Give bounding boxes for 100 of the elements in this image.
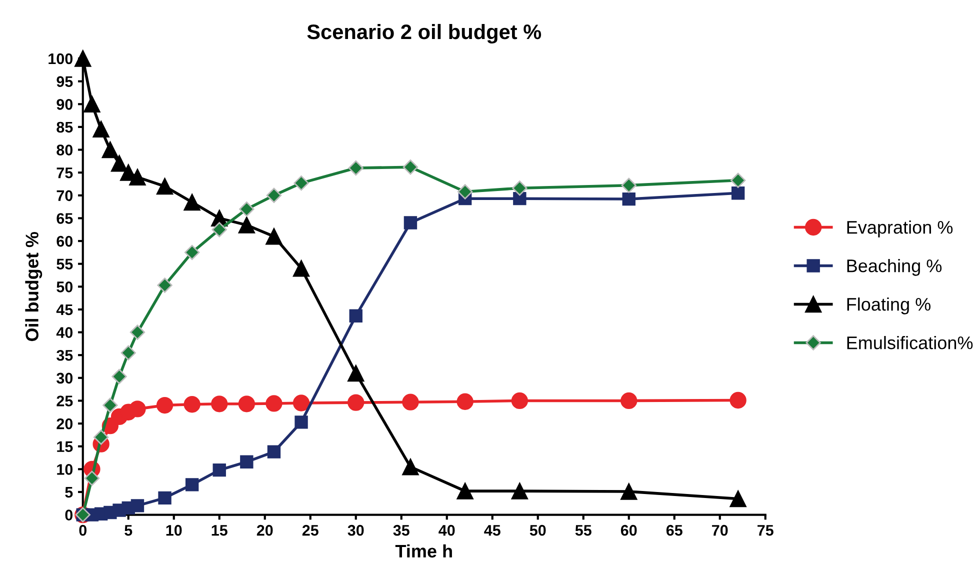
- x-axis-title: Time h: [395, 544, 452, 558]
- y-tick-label: 60: [56, 236, 73, 247]
- point: [120, 345, 136, 360]
- point: [112, 368, 127, 384]
- x-tick-label: 65: [666, 524, 682, 536]
- point: [402, 458, 419, 476]
- point: [156, 178, 174, 195]
- point: [348, 365, 364, 382]
- point: [92, 120, 110, 138]
- y-tick-label: 20: [56, 418, 73, 430]
- x-tick-label: 70: [712, 524, 728, 536]
- x-tick-label: 30: [348, 524, 364, 536]
- point: [730, 392, 746, 409]
- point: [157, 278, 172, 293]
- y-tick-label: 45: [56, 304, 73, 316]
- y-tick-label: 35: [56, 350, 73, 361]
- point: [620, 392, 638, 410]
- point: [266, 395, 282, 412]
- y-axis-title: Oil budget %: [25, 232, 42, 342]
- point: [184, 396, 200, 413]
- point: [404, 216, 418, 230]
- point: [456, 482, 474, 500]
- x-tick-label: 60: [620, 524, 637, 536]
- point: [84, 470, 100, 486]
- point: [238, 216, 256, 234]
- point: [239, 202, 254, 217]
- point: [156, 396, 174, 414]
- y-tick-label: 70: [56, 190, 73, 202]
- point: [185, 478, 199, 492]
- y-tick-label: 25: [56, 396, 73, 406]
- x-tick-label: 75: [758, 525, 774, 536]
- y-tick-label: 50: [56, 282, 73, 292]
- point: [402, 394, 419, 410]
- point: [266, 188, 282, 203]
- point: [622, 192, 636, 206]
- x-tick-label: 0: [79, 524, 86, 536]
- point: [349, 309, 362, 322]
- point: [456, 393, 474, 410]
- chart-title: Scenario 2 oil budget %: [307, 24, 542, 44]
- point: [511, 482, 528, 500]
- point: [511, 392, 528, 410]
- point: [348, 160, 364, 176]
- point: [731, 186, 745, 200]
- point: [158, 491, 172, 505]
- x-tick-label: 5: [124, 525, 132, 536]
- point: [292, 260, 310, 277]
- y-tick-label: 65: [56, 213, 73, 224]
- y-tick-label: 85: [56, 122, 73, 133]
- point: [184, 194, 200, 211]
- y-tick-label: 10: [57, 464, 73, 475]
- point: [211, 396, 228, 412]
- point: [110, 155, 128, 172]
- point: [512, 180, 528, 196]
- y-tick-label: 5: [65, 487, 73, 498]
- x-tick-label: 15: [212, 525, 228, 536]
- y-tick-label: 80: [56, 144, 73, 156]
- y-tick-label: 55: [56, 258, 73, 270]
- point: [730, 490, 746, 508]
- point: [184, 244, 200, 260]
- point: [294, 416, 308, 429]
- y-tick-label: 30: [56, 372, 73, 384]
- x-tick-label: 10: [166, 524, 182, 536]
- point: [129, 168, 146, 186]
- point: [458, 184, 473, 200]
- y-tick-label: 95: [56, 76, 73, 87]
- point: [513, 192, 526, 206]
- point: [102, 398, 118, 413]
- point: [212, 463, 226, 477]
- x-tick-label: 50: [530, 524, 546, 536]
- y-tick-label: 0: [65, 510, 73, 520]
- point: [620, 483, 638, 500]
- point: [74, 50, 92, 67]
- legend-label: Evapration %: [847, 220, 953, 238]
- point: [292, 394, 310, 412]
- y-tick-label: 75: [56, 168, 73, 178]
- point: [266, 228, 282, 245]
- point: [84, 96, 100, 112]
- y-tick-label: 40: [56, 327, 73, 338]
- x-tick-label: 20: [256, 524, 273, 536]
- x-tick-label: 25: [302, 524, 318, 536]
- x-tick-label: 40: [438, 524, 455, 536]
- point: [267, 445, 281, 458]
- x-tick-label: 45: [484, 525, 500, 536]
- point: [621, 178, 636, 193]
- point: [102, 141, 119, 158]
- x-tick-label: 35: [393, 524, 410, 536]
- y-tick-label: 100: [48, 53, 73, 64]
- point: [730, 172, 746, 188]
- point: [130, 324, 146, 340]
- point: [129, 400, 146, 418]
- point: [402, 160, 418, 175]
- point: [294, 176, 309, 191]
- point: [240, 455, 254, 468]
- point: [238, 396, 256, 412]
- legend-label: Beaching %: [847, 258, 942, 276]
- point: [130, 499, 144, 512]
- y-tick-label: 15: [57, 441, 73, 452]
- legend-label: Floating %: [847, 297, 930, 314]
- point: [94, 430, 109, 445]
- point: [212, 222, 227, 238]
